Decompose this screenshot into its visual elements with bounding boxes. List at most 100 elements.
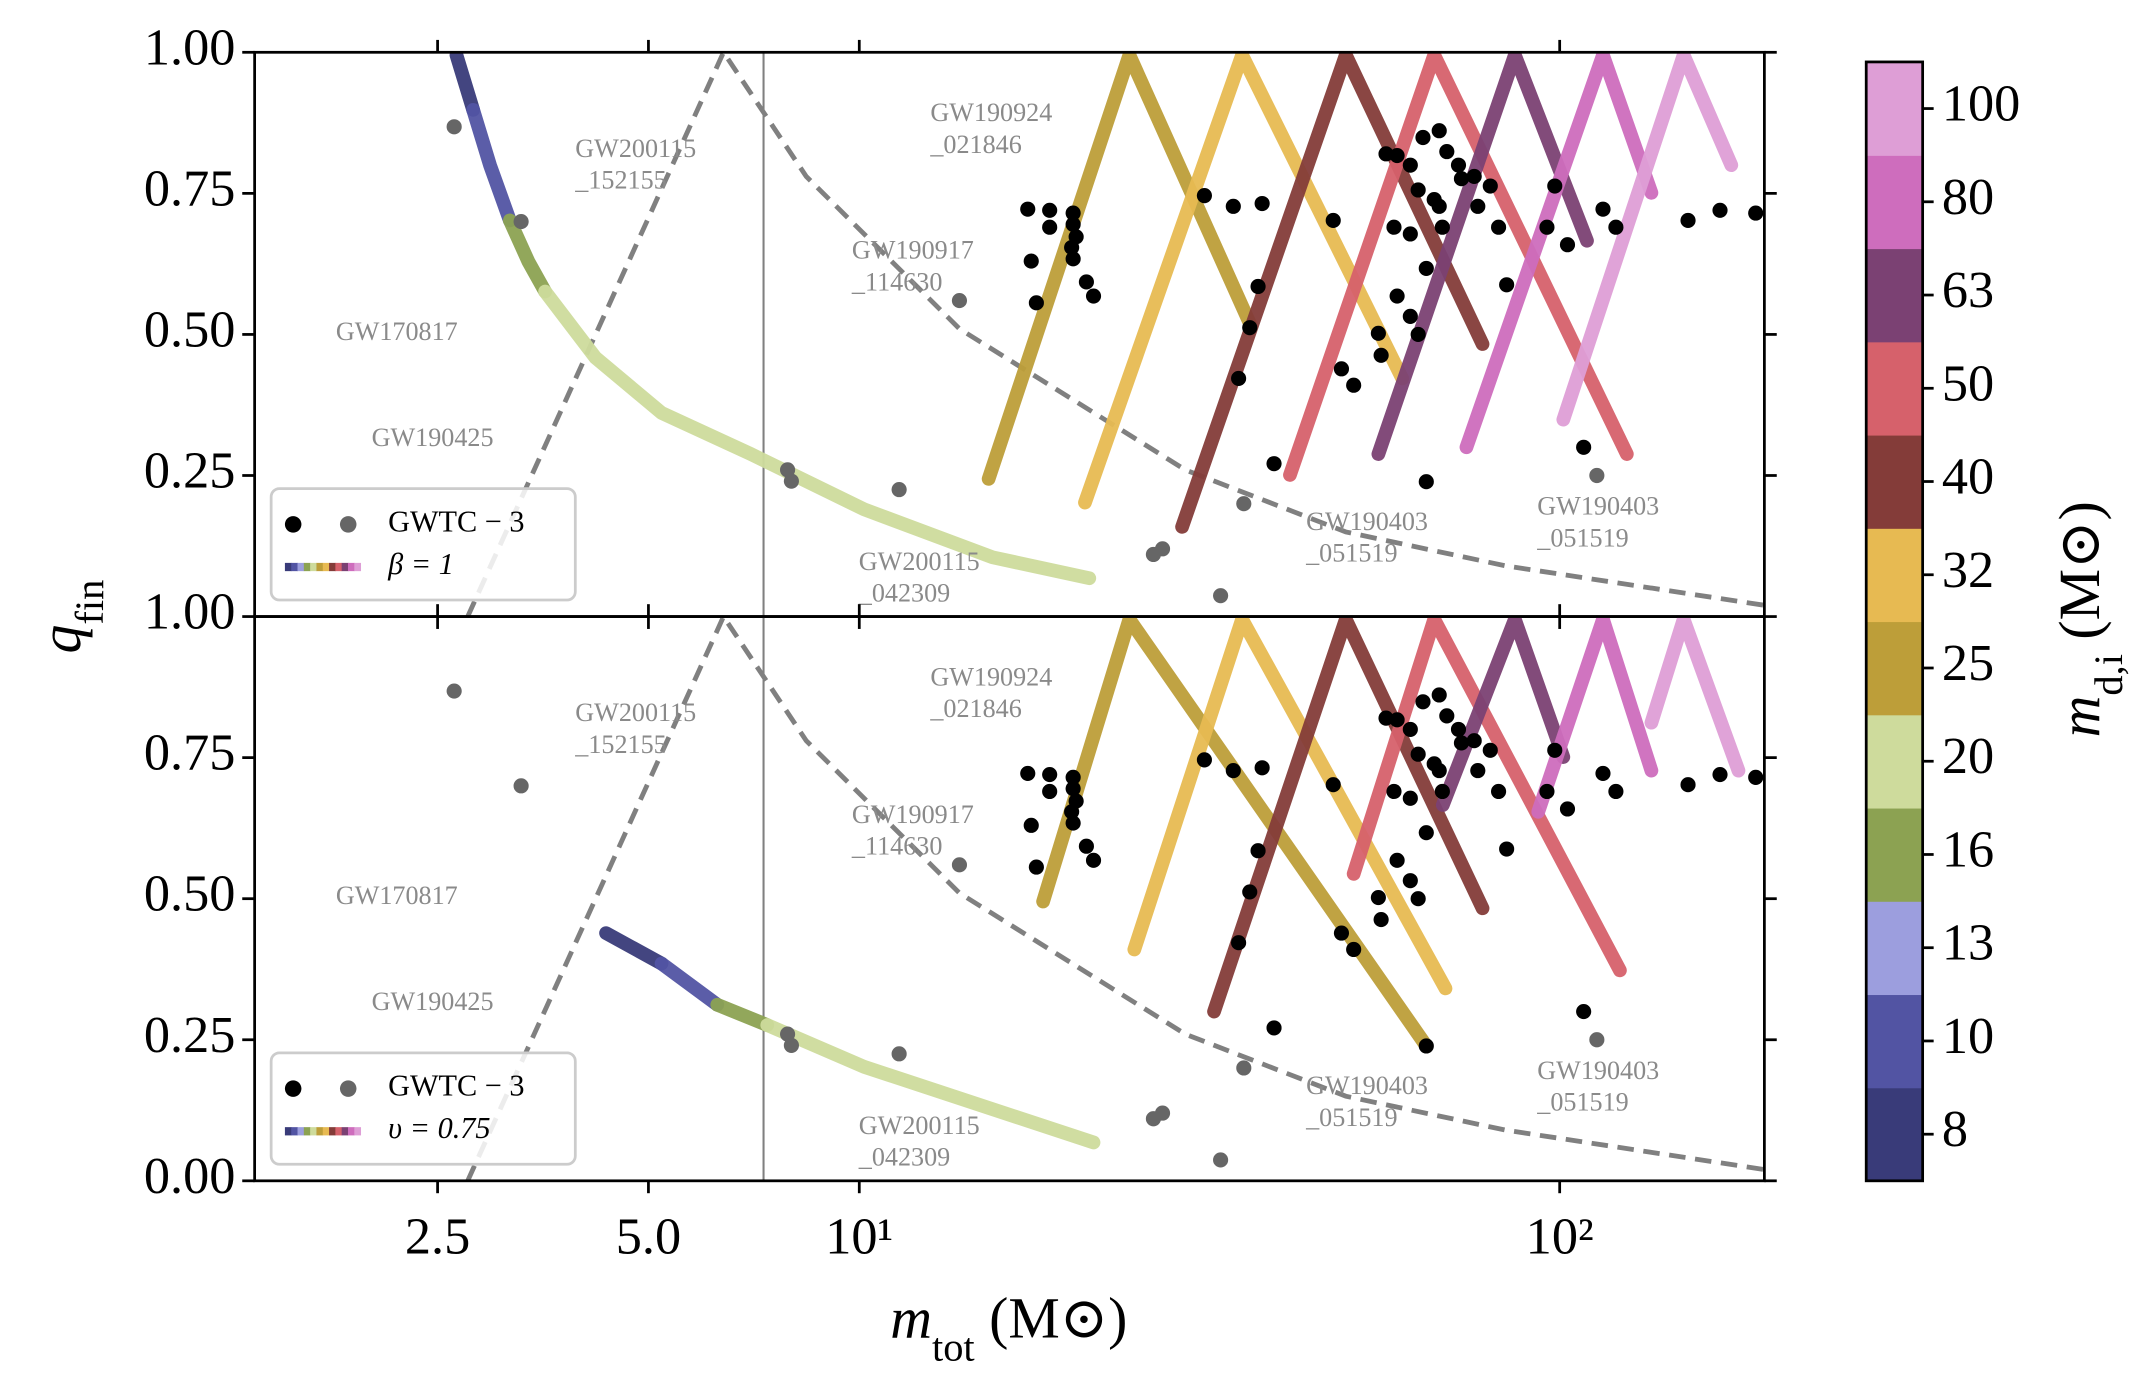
legend-swatch <box>297 1127 305 1136</box>
legend-swatch <box>316 1127 324 1136</box>
annotation: GW190425 <box>372 423 494 452</box>
gwtc-point <box>1608 219 1624 235</box>
colorbar-tick-label: 16 <box>1942 820 1994 878</box>
gwtc-point <box>1068 793 1084 809</box>
colorbar-frame <box>1864 60 1925 1183</box>
legend-swatch <box>335 1127 343 1136</box>
legend-swatch <box>341 1127 349 1136</box>
gwtc-point <box>1415 694 1431 710</box>
gwtc-point <box>1333 925 1350 941</box>
gwtc-point <box>1346 941 1362 958</box>
legend-swatch <box>297 562 305 572</box>
y-tick-label: 0.50 <box>144 300 235 358</box>
gwtc-point <box>1418 260 1434 276</box>
gwtc-point <box>1470 763 1486 779</box>
gwtc-point <box>1547 742 1563 758</box>
axis-label-part: q <box>28 625 93 654</box>
annotation: GW200115 <box>575 134 696 163</box>
gwtc-point <box>1418 1038 1434 1054</box>
x-tick-label: 5.0 <box>616 1207 681 1265</box>
gwtc-point <box>1748 205 1764 221</box>
gwtc-point <box>1499 841 1515 857</box>
gwtc-point <box>1333 361 1350 377</box>
gwtc-point <box>783 1037 799 1053</box>
axis-label: md,i (M⊙) <box>2047 501 2131 737</box>
gwtc-point <box>1023 253 1039 269</box>
annotation: GW190924 <box>930 98 1052 127</box>
annotation: _051519 <box>1536 523 1628 552</box>
gwtc-point <box>1453 735 1470 751</box>
colorbar-tick-label: 32 <box>1942 541 1994 599</box>
annotation: GW190403 <box>1306 507 1428 536</box>
colorbar-swatch <box>1866 1087 1923 1182</box>
gwtc-point <box>1595 765 1611 781</box>
y-tick-label: 0.25 <box>144 1006 235 1064</box>
legend-swatch <box>335 562 343 572</box>
y-tick-label: 0.25 <box>144 441 235 499</box>
colorbar-tick-label: 13 <box>1942 914 1994 972</box>
gwtc-point <box>1028 859 1044 875</box>
legend-swatch <box>284 1127 292 1136</box>
track <box>1127 616 1453 996</box>
annotation: _114630 <box>851 832 942 861</box>
gwtc-point <box>1325 212 1341 229</box>
colorbar-swatch <box>1866 901 1923 996</box>
gwtc-point <box>1389 712 1405 728</box>
annotation: _114630 <box>851 267 942 296</box>
gwtc-point <box>1065 205 1081 221</box>
annotation: _051519 <box>1305 1103 1397 1132</box>
gwtc-point <box>1539 219 1555 235</box>
axis-label-part: m <box>890 1286 932 1351</box>
gwtc-point <box>1402 721 1418 737</box>
dashed-curve <box>465 616 1765 1181</box>
gwtc-point <box>1373 911 1389 928</box>
annotation: _042309 <box>858 578 950 607</box>
annotation: GW190917 <box>852 800 974 829</box>
gwtc-point <box>1589 1032 1605 1048</box>
gwtc-point <box>1450 157 1467 173</box>
dashed-curve <box>465 52 1765 617</box>
gwtc-point <box>513 778 529 794</box>
axis-label: qfin <box>28 580 111 654</box>
gwtc-point <box>1266 456 1282 472</box>
track <box>760 1018 1101 1150</box>
track <box>1283 52 1634 482</box>
y-tick-label: 1.00 <box>144 18 235 76</box>
legend-marker <box>284 516 302 533</box>
annotation: GW190403 <box>1537 492 1659 521</box>
gwtc-point <box>1225 198 1241 214</box>
colorbar-tick-label: 20 <box>1942 727 1994 785</box>
axis-label-part: m <box>2047 696 2112 738</box>
track <box>1207 616 1490 1019</box>
colorbar-tick-label: 63 <box>1942 261 1994 319</box>
legend-swatch <box>284 562 292 572</box>
gwtc-point <box>1450 721 1467 737</box>
legend-swatch <box>329 562 336 572</box>
colorbar-swatch <box>1866 621 1923 716</box>
gwtc-point <box>1225 763 1241 779</box>
colorbar-swatch <box>1866 434 1923 529</box>
track <box>1644 616 1746 778</box>
legend: GWTC − 3 υ = 0.75 <box>269 1051 577 1166</box>
gwtc-point <box>1434 783 1450 800</box>
axis-label-part: fin <box>66 580 111 625</box>
gwtc-point <box>1595 201 1611 217</box>
gwtc-point <box>1154 541 1171 557</box>
legend-swatch <box>329 1127 336 1136</box>
gwtc-point <box>1250 278 1266 295</box>
gwtc-point <box>1065 251 1081 267</box>
gwtc-point <box>1680 212 1696 229</box>
gwtc-point <box>1410 326 1426 342</box>
gwtc-point <box>1042 219 1058 235</box>
gwtc-point <box>1431 198 1447 214</box>
axis-label-part: (M⊙) <box>975 1286 1128 1351</box>
colorbar-swatch <box>1866 994 1923 1089</box>
gwtc-point <box>1482 178 1498 194</box>
legend-swatch <box>291 1127 298 1136</box>
y-tick-label: 0.75 <box>144 724 235 782</box>
annotation: _042309 <box>858 1143 950 1172</box>
gwtc-point <box>1386 783 1402 800</box>
gwtc-point <box>1378 146 1394 162</box>
gwtc-point <box>1576 439 1592 455</box>
